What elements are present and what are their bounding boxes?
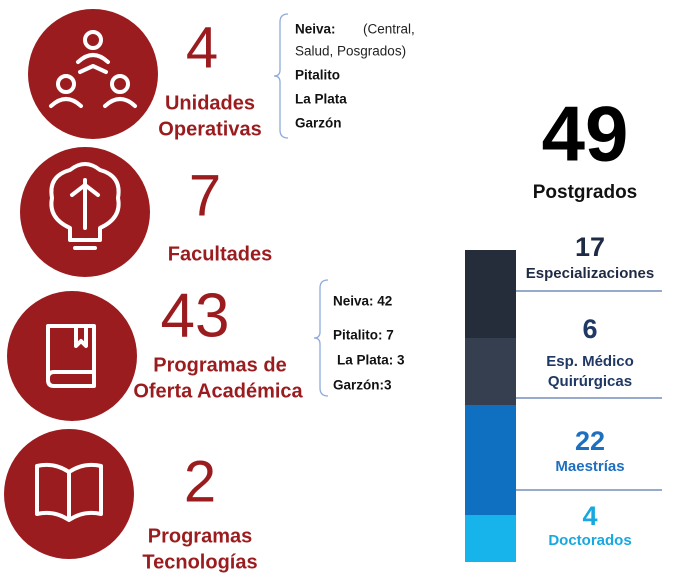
segment [465, 250, 516, 338]
count-label: Oferta Académica [133, 380, 303, 402]
segment-value: 22 [575, 426, 605, 456]
count-label: Unidades [165, 92, 255, 114]
total-label: Postgrados [533, 182, 638, 203]
icon-people [28, 9, 158, 139]
detail: Neiva: [295, 22, 336, 37]
brace [313, 279, 329, 397]
detail: Garzón [295, 116, 342, 131]
count: 2 [184, 449, 216, 514]
count-label: Facultades [168, 243, 272, 265]
count-label: Operativas [158, 118, 261, 140]
detail: Garzón:3 [333, 378, 392, 393]
segment-label: Maestrías [555, 458, 624, 475]
detail: La Plata: 3 [337, 353, 405, 368]
segment-value: 4 [582, 501, 597, 531]
count: 4 [186, 15, 218, 80]
segment-label: Quirúrgicas [548, 373, 632, 390]
icon-brain [20, 147, 150, 277]
segment-label: Esp. Médico [546, 353, 634, 370]
count: 43 [161, 281, 230, 350]
segment-value: 17 [575, 232, 605, 262]
detail: Pitalito [295, 68, 340, 83]
segment-label: Doctorados [548, 532, 631, 549]
detail: Pitalito: 7 [333, 328, 394, 343]
detail-note: Salud, Posgrados) [295, 44, 406, 59]
segment [465, 405, 516, 515]
segment-value: 6 [582, 314, 597, 344]
detail-note: (Central, [363, 22, 415, 37]
count: 7 [189, 163, 221, 228]
count-label: Tecnologías [142, 551, 257, 573]
icon-open-book [4, 429, 134, 559]
count-label: Programas [148, 525, 253, 547]
segment [465, 338, 516, 405]
brace [273, 13, 289, 139]
detail: Neiva: 42 [333, 294, 392, 309]
segment [465, 515, 516, 562]
icon-book [7, 291, 137, 421]
detail: La Plata [295, 92, 347, 107]
total: 49 [542, 90, 629, 178]
count-label: Programas de [153, 354, 286, 376]
segment-label: Especializaciones [526, 265, 654, 282]
